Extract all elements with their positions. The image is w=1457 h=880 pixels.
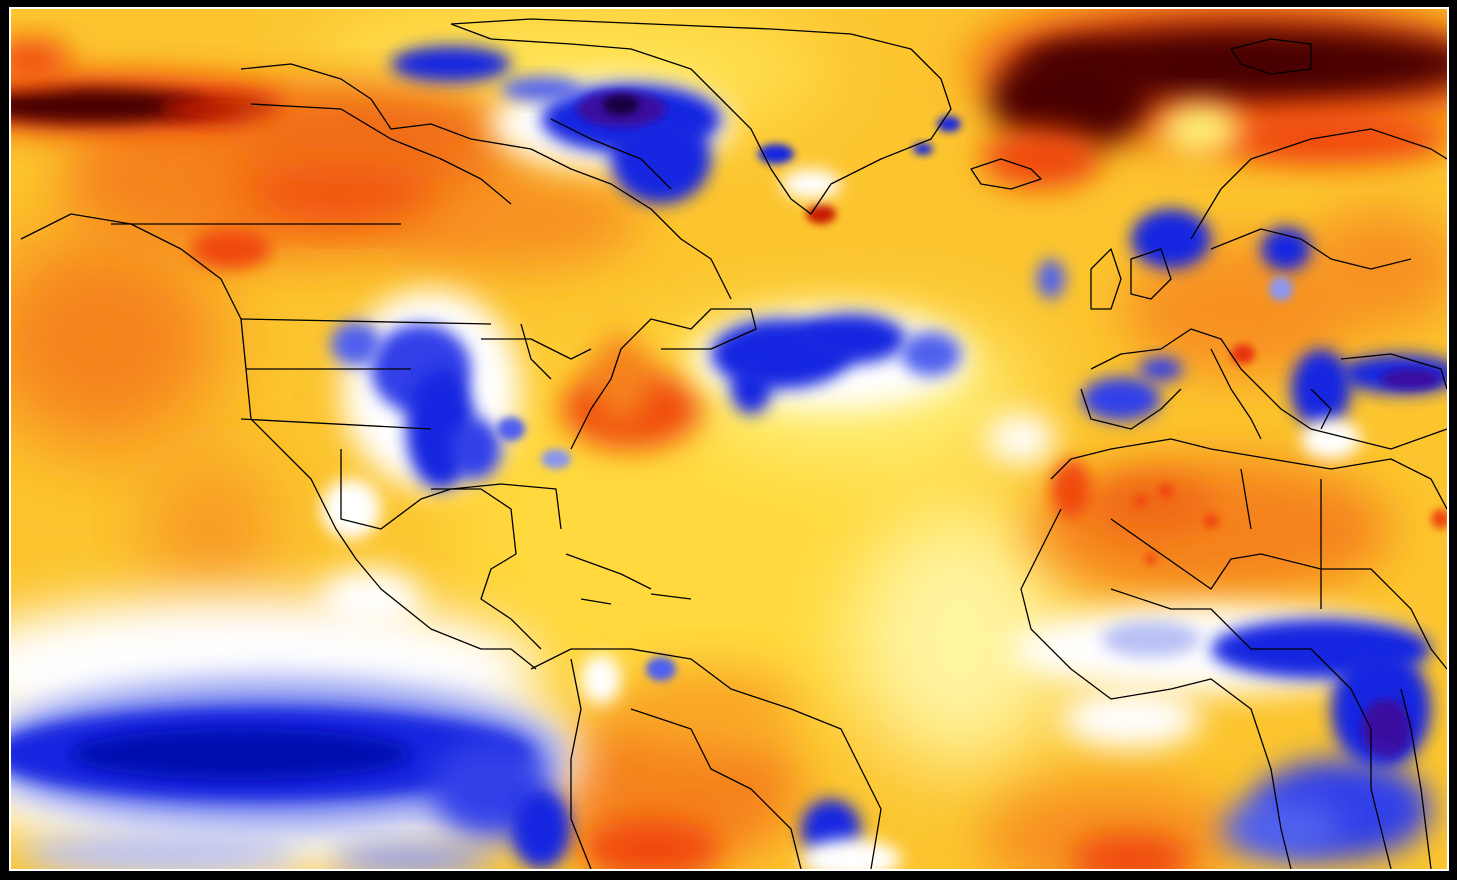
anomaly-cold-layer — [11, 46, 1447, 869]
coastlines — [20, 18, 1447, 869]
temperature-anomaly-map — [11, 9, 1447, 869]
map-panel — [9, 7, 1449, 871]
